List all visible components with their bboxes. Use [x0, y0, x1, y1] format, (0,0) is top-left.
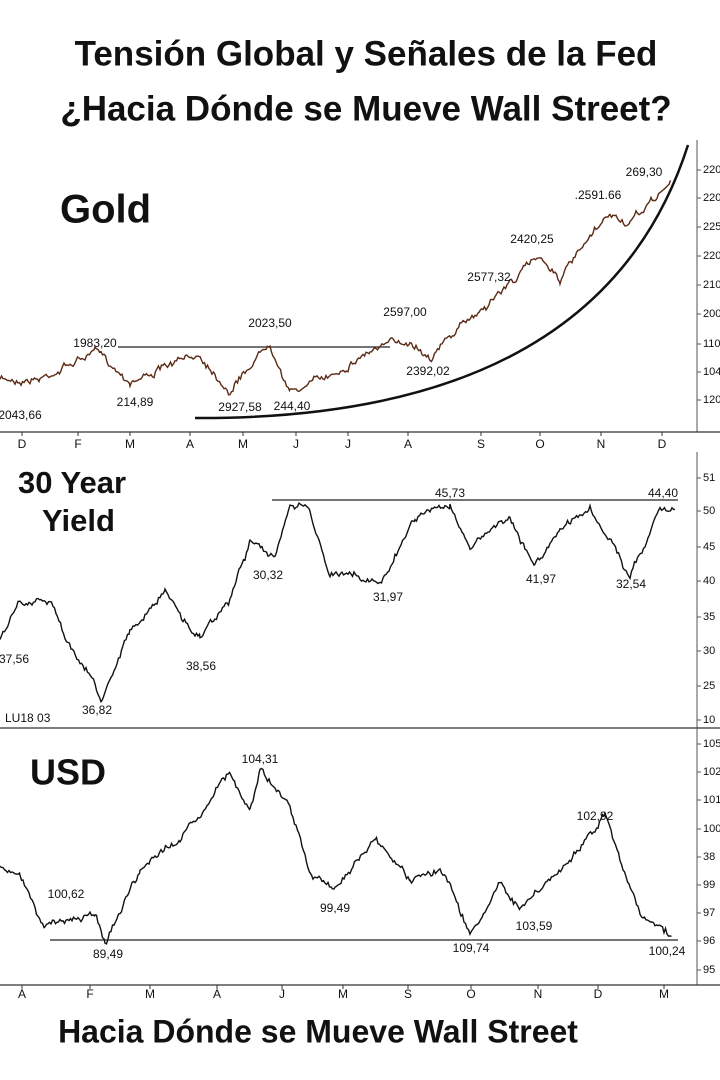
y-axis-label: 101 — [703, 794, 720, 806]
y-axis-label: 30 — [703, 645, 715, 657]
annotation: 2927,58 — [218, 400, 262, 414]
x-axis-label: J — [293, 437, 299, 451]
x-axis-label: O — [466, 987, 475, 1001]
y-axis-label: 220 — [703, 164, 720, 176]
trend-curve — [194, 144, 690, 420]
panel-label: 30 Year — [18, 465, 126, 500]
y-axis-label: 120 — [703, 394, 720, 406]
y-axis-label: 102 — [703, 766, 720, 778]
y-axis-label: 220 — [703, 250, 720, 262]
y-axis-label: 104 — [703, 366, 720, 378]
x-axis-label: J — [279, 987, 285, 1001]
panel-label: USD — [30, 752, 106, 793]
x-axis-label: M — [145, 987, 155, 1001]
annotation: 37,56 — [0, 652, 29, 666]
y-axis-label: 40 — [703, 575, 715, 587]
annotation: 100,24 — [649, 944, 686, 958]
x-axis-label: N — [534, 987, 543, 1001]
annotation: 269,30 — [626, 165, 663, 179]
annotation: 2023,50 — [248, 316, 292, 330]
annotation: 214,89 — [117, 395, 154, 409]
annotation: 244,40 — [274, 399, 311, 413]
annotation: 100,62 — [48, 887, 85, 901]
y-axis-label: 51 — [703, 472, 715, 484]
annotation: 99,49 — [320, 901, 350, 915]
price-line — [0, 767, 672, 945]
y-axis-label: 99 — [703, 879, 715, 891]
panel-label: Yield — [42, 503, 115, 538]
annotation: 2420,25 — [510, 232, 554, 246]
y-axis-label: 35 — [703, 611, 715, 623]
annotation: 89,49 — [93, 947, 123, 961]
annotation: 2577,32 — [467, 270, 511, 284]
annotation: 109,74 — [453, 941, 490, 955]
x-axis-label: N — [597, 437, 606, 451]
annotation: 103,59 — [516, 919, 553, 933]
y-axis-label: 105 — [703, 738, 720, 750]
annotation: 41,97 — [526, 572, 556, 586]
footer: Hacia Dónde se Mueve Wall Street — [58, 1013, 578, 1049]
annotation: 38,56 — [186, 659, 216, 673]
charts: 220 220 225 220 210 200 1104 104 120 D F M A M J J A S O N D… — [0, 140, 720, 1001]
y-axis-label: 10 — [703, 714, 715, 726]
x-axis-label: D — [658, 437, 667, 451]
x-axis-label: A — [213, 987, 221, 1001]
x-axis-label: A — [186, 437, 194, 451]
y-axis-label: 38 — [703, 851, 715, 863]
x-axis-label: A — [18, 987, 26, 1001]
x-axis-label: J — [345, 437, 351, 451]
annotation: 36,82 — [82, 703, 112, 717]
x-axis-label: S — [477, 437, 485, 451]
x-axis-label: S — [404, 987, 412, 1001]
annotation: 102,92 — [577, 809, 614, 823]
y-axis-label: 225 — [703, 221, 720, 233]
annotation: 1983,20 — [73, 336, 117, 350]
price-line — [0, 501, 676, 704]
x-axis-label: F — [74, 437, 81, 451]
annotation: 32,54 — [616, 577, 646, 591]
x-axis-label: M — [238, 437, 248, 451]
y-axis-label: 100 — [703, 823, 720, 835]
note: LU18 03 — [5, 711, 51, 725]
x-axis-label: F — [86, 987, 93, 1001]
y-axis-label: 210 — [703, 279, 720, 291]
x-axis-label: D — [594, 987, 603, 1001]
x-axis-label: O — [535, 437, 544, 451]
annotation: 2597,00 — [383, 305, 427, 319]
y-axis-label: 220 — [703, 192, 720, 204]
annotation: 2392,02 — [406, 364, 450, 378]
annotation: 44,40 — [648, 486, 678, 500]
price-line — [0, 180, 672, 396]
title-line: Tensión Global y Señales de la Fed — [75, 34, 658, 73]
x-axis-label: A — [404, 437, 412, 451]
x-axis-label: M — [125, 437, 135, 451]
y-axis-label: 1104 — [703, 338, 720, 350]
y-axis-label: 25 — [703, 680, 715, 692]
x-axis-label: M — [659, 987, 669, 1001]
annotation: 104,31 — [242, 752, 279, 766]
y-axis-label: 97 — [703, 907, 715, 919]
annotation: .2591.66 — [575, 188, 622, 202]
annotation: 30,32 — [253, 568, 283, 582]
annotation: 2043,66 — [0, 408, 42, 422]
x-axis-label: D — [18, 437, 27, 451]
y-axis-label: 45 — [703, 541, 715, 553]
annotation: 45,73 — [435, 486, 465, 500]
y-axis-label: 96 — [703, 935, 715, 947]
y-axis-label: 200 — [703, 308, 720, 320]
panel-label: Gold — [60, 188, 151, 232]
x-axis-label: M — [338, 987, 348, 1001]
y-axis-label: 50 — [703, 505, 715, 517]
annotation: 31,97 — [373, 590, 403, 604]
title-line: ¿Hacia Dónde se Mueve Wall Street? — [60, 89, 671, 128]
y-axis-label: 95 — [703, 964, 715, 976]
